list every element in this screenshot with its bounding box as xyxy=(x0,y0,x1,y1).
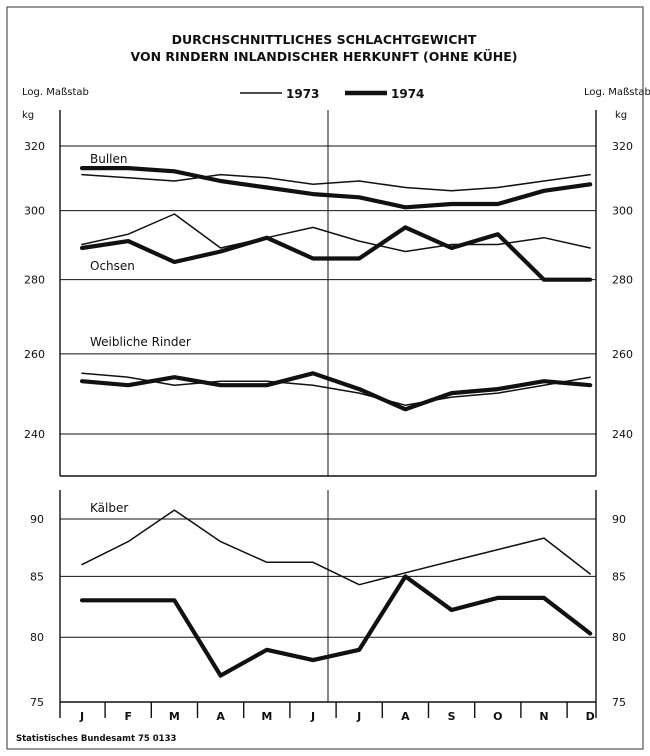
group-label-ochsen: Ochsen xyxy=(90,259,135,273)
group-label-weibliche-rinder: Weibliche Rinder xyxy=(90,335,191,349)
chart-title-line2: VON RINDERN INLANDISCHER HERKUNFT (OHNE … xyxy=(131,49,518,64)
legend-1974-label: 1974 xyxy=(391,87,424,101)
weibliche-rinder-1974-line xyxy=(79,371,593,412)
y-tick-left-300: 300 xyxy=(24,205,45,218)
top-panel-grid xyxy=(60,145,596,435)
month-label-3: M xyxy=(169,710,180,723)
month-label-4: A xyxy=(216,710,225,723)
source-note: Statistisches Bundesamt 75 0133 xyxy=(16,734,177,744)
y-tick-left-280: 280 xyxy=(24,274,45,287)
y-tick-left-80: 80 xyxy=(30,631,44,644)
month-label-12: D xyxy=(586,710,595,723)
month-label-9: S xyxy=(448,710,456,723)
page-frame xyxy=(6,6,644,750)
top-panel-series xyxy=(79,166,593,412)
bullen-1974-line xyxy=(79,166,593,210)
y-tick-right-320: 320 xyxy=(612,140,633,153)
y-tick-right-80: 80 xyxy=(612,631,626,644)
bottom-panel-grid xyxy=(60,518,596,638)
y-tick-left-240: 240 xyxy=(24,428,45,441)
kaelber-1974-line xyxy=(79,574,593,678)
bottom-panel: 75 75 80 80 85 85 90 90 Kälber J F M A M J J A S O N D xyxy=(30,490,626,723)
y-tick-right-280: 280 xyxy=(612,274,633,287)
top-panel-tick-labels: 240 240 260 260 280 280 300 300 320 320 xyxy=(24,140,633,441)
y-tick-left-85: 85 xyxy=(30,570,44,583)
y-tick-left-90: 90 xyxy=(30,513,44,526)
y-tick-right-240: 240 xyxy=(612,428,633,441)
y-tick-right-85: 85 xyxy=(612,570,626,583)
bottom-panel-tick-labels: 75 75 80 80 85 85 90 90 xyxy=(30,513,626,709)
month-label-6: J xyxy=(310,710,315,723)
unit-right: kg xyxy=(615,110,627,121)
month-label-10: O xyxy=(493,710,502,723)
y-tick-left-75: 75 xyxy=(30,696,44,709)
legend-1973-label: 1973 xyxy=(286,87,319,101)
unit-left: kg xyxy=(22,110,34,121)
kaelber-1973-line xyxy=(81,509,591,586)
legend: 1973 1974 xyxy=(240,87,424,101)
month-label-1: J xyxy=(79,710,84,723)
ochsen-1974-line xyxy=(79,225,593,282)
scale-note-left: Log. Maßstab xyxy=(22,87,89,98)
group-label-bullen: Bullen xyxy=(90,152,128,166)
ochsen-1973-line xyxy=(81,213,591,253)
y-tick-left-260: 260 xyxy=(24,348,45,361)
scale-note-right: Log. Maßstab xyxy=(584,87,650,98)
bottom-panel-series xyxy=(79,509,593,678)
y-tick-right-75: 75 xyxy=(612,696,626,709)
y-tick-right-260: 260 xyxy=(612,348,633,361)
chart-title-line1: DURCHSCHNITTLICHES SCHLACHTGEWICHT xyxy=(172,32,477,47)
month-label-7: J xyxy=(356,710,361,723)
weibliche-rinder-1973-line xyxy=(81,372,591,406)
panel-label-kaelber: Kälber xyxy=(90,501,128,515)
bullen-1973-line xyxy=(81,173,591,192)
y-tick-right-90: 90 xyxy=(612,513,626,526)
month-label-8: A xyxy=(401,710,410,723)
y-tick-right-300: 300 xyxy=(612,205,633,218)
month-label-2: F xyxy=(124,710,132,723)
top-panel: 240 240 260 260 280 280 300 300 320 320 Bullen Oc… xyxy=(24,110,633,477)
month-label-11: N xyxy=(539,710,548,723)
month-label-5: M xyxy=(261,710,272,723)
y-tick-left-320: 320 xyxy=(24,140,45,153)
